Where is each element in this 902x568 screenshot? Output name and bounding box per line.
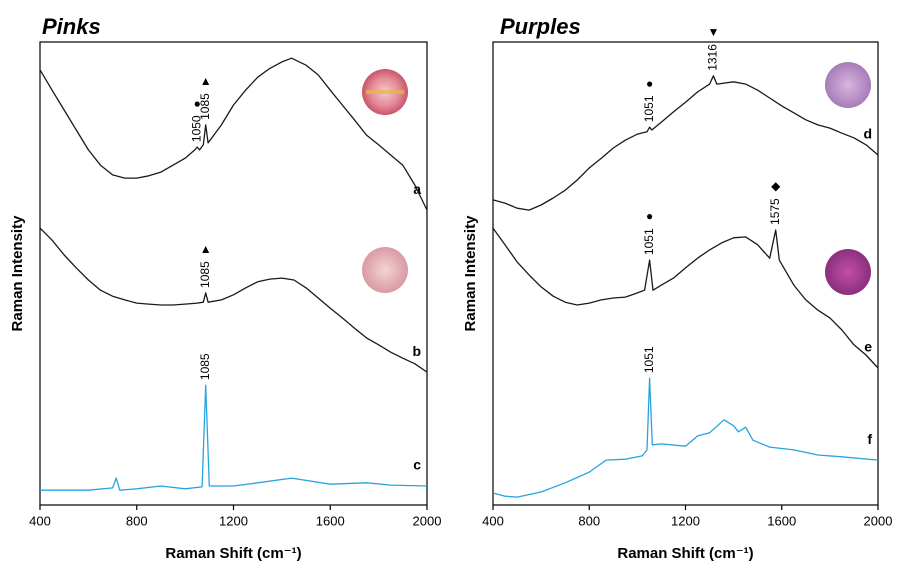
x-tick-label: 2000 bbox=[864, 513, 893, 528]
x-tick-label: 2000 bbox=[413, 513, 442, 528]
peak-label: 1051 bbox=[642, 346, 656, 373]
peak-label: 1085 bbox=[198, 261, 212, 288]
peak-symbol: ◆ bbox=[771, 179, 781, 193]
peak-label: 1050 bbox=[189, 115, 203, 142]
peak-symbol: ● bbox=[194, 96, 201, 110]
peak-symbol: ▲ bbox=[200, 242, 212, 256]
panel-title: Purples bbox=[500, 14, 581, 39]
spectrum bbox=[492, 75, 879, 211]
peak-symbol: ● bbox=[646, 209, 653, 223]
spectrum bbox=[39, 57, 428, 211]
series-label: a bbox=[413, 181, 421, 197]
peak-label: 1085 bbox=[198, 353, 212, 380]
series-label: b bbox=[412, 343, 421, 359]
sample-photo-detail bbox=[366, 90, 404, 94]
series-label: f bbox=[867, 431, 872, 447]
spectrum bbox=[39, 227, 428, 373]
peak-label: 1575 bbox=[768, 198, 782, 225]
x-tick-label: 1200 bbox=[671, 513, 700, 528]
x-tick-label: 1600 bbox=[767, 513, 796, 528]
y-axis-label: Raman Intensity bbox=[462, 215, 479, 332]
peak-symbol: ● bbox=[646, 76, 653, 90]
sample-photo bbox=[362, 247, 408, 293]
peak-label: 1051 bbox=[642, 95, 656, 122]
peak-symbol: ▼ bbox=[707, 25, 719, 39]
x-tick-label: 1600 bbox=[316, 513, 345, 528]
sample-photo bbox=[825, 62, 871, 108]
series-label: d bbox=[863, 126, 872, 142]
peak-symbol: ▲ bbox=[200, 74, 212, 88]
x-tick-label: 1200 bbox=[219, 513, 248, 528]
peak-label: 1316 bbox=[706, 44, 720, 71]
spectrum bbox=[492, 377, 879, 498]
series-label: e bbox=[864, 339, 872, 355]
x-tick-label: 800 bbox=[578, 513, 600, 528]
x-tick-label: 800 bbox=[126, 513, 148, 528]
x-axis-label: Raman Shift (cm⁻¹) bbox=[165, 545, 301, 562]
sample-photo bbox=[825, 249, 871, 295]
panel-title: Pinks bbox=[42, 14, 101, 39]
spectrum bbox=[40, 384, 428, 491]
x-tick-label: 400 bbox=[29, 513, 51, 528]
plot-frame bbox=[492, 41, 879, 506]
peak-label: 1085 bbox=[198, 93, 212, 120]
x-tick-label: 400 bbox=[482, 513, 504, 528]
series-label: c bbox=[413, 457, 421, 473]
spectrum bbox=[492, 227, 879, 369]
peak-label: 1051 bbox=[642, 228, 656, 255]
x-axis-label: Raman Shift (cm⁻¹) bbox=[617, 545, 753, 562]
y-axis-label: Raman Intensity bbox=[9, 215, 26, 332]
